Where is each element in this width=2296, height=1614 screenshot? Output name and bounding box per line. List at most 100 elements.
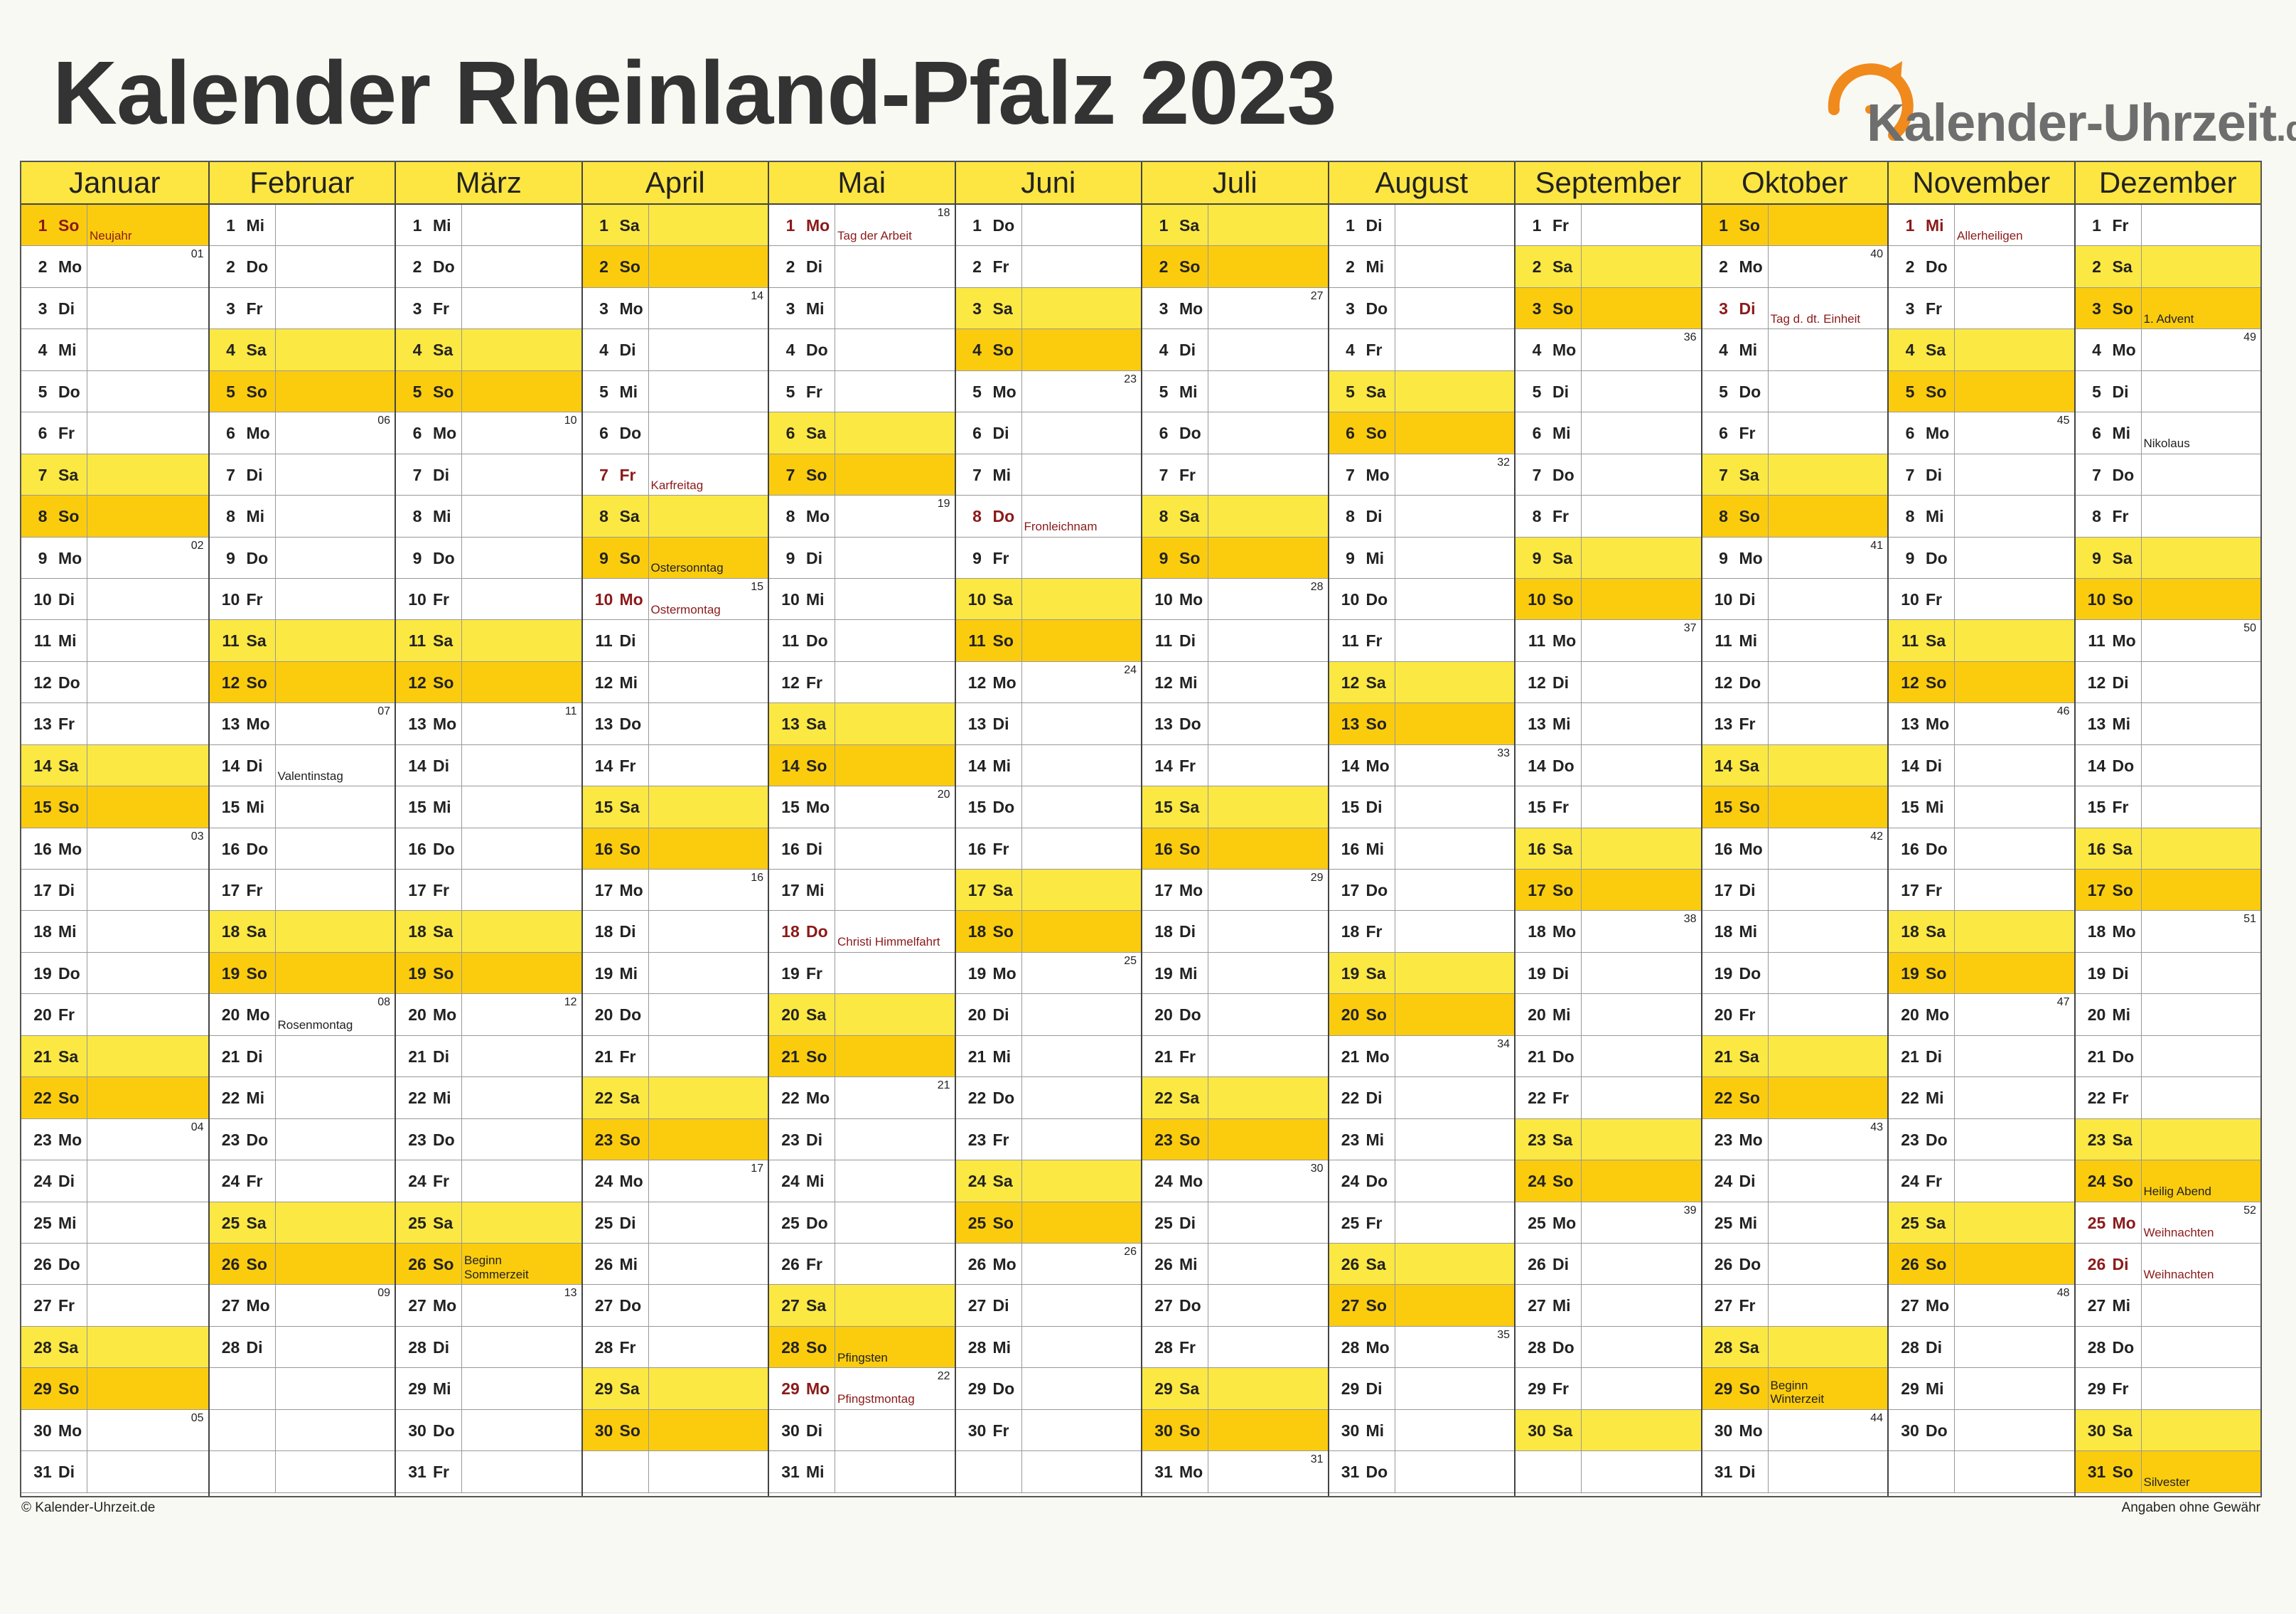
day-cell: 26 So — [1889, 1243, 2074, 1286]
year-calendar: Januar 1 So Neujahr 2 Mo 01 3 Di 4 Mi 5 Do 6 Fr 7 Sa 8 So 9… — [20, 161, 2262, 1497]
day-number: 13 — [967, 715, 987, 734]
day-cell: 24 Mo 17 — [582, 1160, 768, 1202]
day-number: 13 — [594, 715, 613, 734]
day-cell: 28 Fr — [582, 1326, 768, 1369]
day-cell: 11 Mi — [21, 620, 208, 662]
weekday-label: So — [433, 382, 454, 401]
day-cell: 16 Do — [396, 828, 581, 870]
weekday-label: Di — [992, 715, 1009, 734]
weekday-label: Do — [433, 1130, 455, 1149]
day-cell: 14 Sa — [1702, 744, 1887, 787]
day-cell: 3 Mi — [769, 287, 955, 330]
weekday-label: Di — [1552, 382, 1569, 401]
day-cell: 2 Mo 40 — [1702, 246, 1887, 288]
day-number: 28 — [594, 1337, 613, 1357]
day-number: 24 — [1341, 1172, 1360, 1191]
weekday-label: Sa — [433, 1213, 454, 1232]
week-number: 24 — [1124, 663, 1137, 676]
weekday-label: Mo — [433, 1005, 457, 1025]
day-cell: 7 Fr — [1142, 454, 1328, 496]
day-cell: 13 Do — [1142, 703, 1328, 745]
month-header: Juli — [1142, 162, 1328, 205]
day-number: 4 — [599, 341, 608, 360]
weekday-label: Fr — [619, 1337, 636, 1357]
weekday-label: Di — [1739, 881, 1756, 899]
holiday-note: Nikolaus — [2143, 437, 2190, 451]
day-number: 24 — [1528, 1172, 1546, 1191]
weekday-label: Fr — [992, 257, 1009, 277]
day-cell: 4 Di — [582, 329, 768, 371]
day-number: 29 — [408, 1379, 427, 1399]
day-cell: 9 So — [1142, 537, 1328, 579]
weekday-label: So — [1179, 257, 1201, 277]
day-cell: 5 Do — [21, 370, 208, 413]
weekday-label: Di — [58, 881, 75, 899]
week-number: 33 — [1497, 747, 1510, 759]
weekday-label: Sa — [1179, 507, 1200, 526]
weekday-label: Sa — [2112, 257, 2133, 277]
day-number: 2 — [1346, 257, 1355, 277]
day-cell: 17 Di — [1702, 870, 1887, 912]
weekday-label: Do — [1179, 715, 1201, 734]
day-number: 10 — [2087, 589, 2106, 609]
day-number: 8 — [1159, 507, 1169, 526]
day-cell: 19 Di — [2075, 952, 2260, 995]
day-number: 21 — [967, 1047, 987, 1066]
day-number: 28 — [408, 1337, 427, 1357]
weekday-label: Fr — [1179, 1337, 1196, 1357]
day-number: 26 — [1528, 1254, 1546, 1273]
day-number: 12 — [1528, 673, 1546, 692]
weekday-label: Do — [246, 257, 269, 277]
month-column-november: November 1 Mi Allerheiligen 2 Do 3 Fr 4 Sa 5 So 6 Mo 4… — [1887, 162, 2074, 1496]
weekday-label: Fr — [1366, 922, 1383, 941]
weekday-label: Sa — [806, 424, 827, 443]
day-number: 18 — [1528, 922, 1546, 941]
day-cell: 3 Fr — [1889, 287, 2074, 330]
weekday-label: Di — [619, 922, 636, 941]
day-number: 18 — [594, 922, 613, 941]
weekday-label: So — [1552, 881, 1574, 899]
weekday-label: Mi — [806, 1172, 825, 1191]
day-number: 19 — [221, 963, 240, 983]
day-number: 2 — [785, 257, 795, 277]
weekday-label: Mo — [1926, 1296, 1950, 1315]
day-number: 26 — [408, 1254, 427, 1273]
day-cell: 24 So — [1516, 1160, 1701, 1202]
weekday-label: So — [992, 922, 1014, 941]
day-cell: 18 Do Christi Himmelfahrt — [769, 911, 955, 953]
day-cell: 17 Do — [1329, 870, 1514, 912]
weekday-label: Mi — [806, 1463, 825, 1482]
day-number: 10 — [33, 589, 52, 609]
day-cell: 21 Mo 34 — [1329, 1035, 1514, 1078]
day-cell: 6 Mo 10 — [396, 412, 581, 454]
weekday-label: Do — [58, 673, 80, 692]
weekday-label: Do — [1926, 1421, 1948, 1440]
day-cell: 8 Mo 19 — [769, 496, 955, 538]
week-number: 01 — [191, 248, 204, 261]
day-cell: 3 So — [1516, 287, 1701, 330]
weekday-label: Do — [433, 839, 455, 858]
day-cell: 29 Fr — [1516, 1368, 1701, 1410]
day-cell: 8 So — [21, 496, 208, 538]
day-cell: 22 Fr — [1516, 1077, 1701, 1119]
weekday-label: Fr — [992, 839, 1009, 858]
day-cell: 4 Mi — [1702, 329, 1887, 371]
weekday-label: Mo — [806, 216, 830, 235]
day-number: 19 — [1341, 963, 1360, 983]
day-number: 22 — [967, 1089, 987, 1108]
day-cell: 29 Sa — [1142, 1368, 1328, 1410]
day-cell: 25 Di — [1142, 1202, 1328, 1244]
day-number: 8 — [785, 507, 795, 526]
day-cell: 12 Mi — [1142, 661, 1328, 704]
day-cell: 31 Di — [1702, 1451, 1887, 1493]
day-number: 31 — [781, 1463, 800, 1482]
day-number: 3 — [2092, 299, 2101, 318]
day-number: 10 — [1901, 589, 1919, 609]
day-cell: 29 Di — [1329, 1368, 1514, 1410]
day-number: 5 — [1719, 382, 1728, 401]
weekday-label: Di — [1926, 465, 1942, 484]
day-number: 9 — [1159, 548, 1169, 567]
day-cell: 2 Fr — [955, 246, 1141, 288]
day-cell: 25 Mi — [1702, 1202, 1887, 1244]
day-cell: 19 Mi — [1142, 952, 1328, 995]
